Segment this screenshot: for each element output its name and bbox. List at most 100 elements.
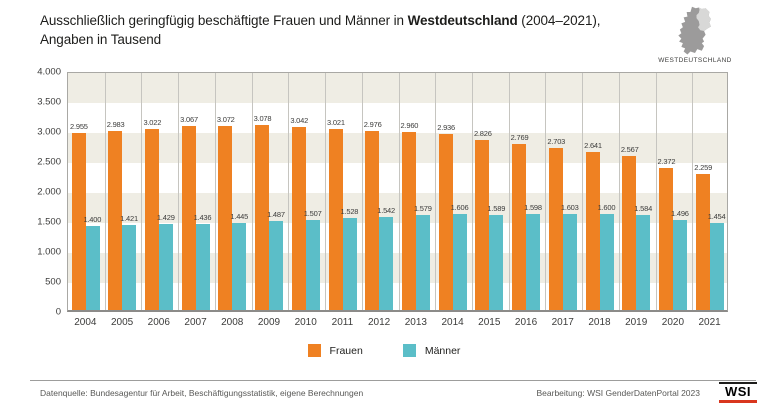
group-separator xyxy=(361,73,363,310)
maenner-value-label: 1.400 xyxy=(83,215,102,224)
frauen-bar-2018 xyxy=(585,151,600,310)
legend-item-maenner: Männer xyxy=(402,344,460,357)
maenner-bar-2014 xyxy=(452,213,467,310)
x-axis-label-2016: 2016 xyxy=(514,317,538,328)
maenner-bar-2004 xyxy=(85,226,100,310)
frauen-bar-2008 xyxy=(218,125,233,310)
frauen-value-label: 2.976 xyxy=(363,120,382,130)
y-axis-label: 2.000 xyxy=(37,186,61,198)
group-separator xyxy=(288,73,290,310)
chart-legend: Frauen Männer xyxy=(0,344,768,357)
frauen-value-label: 2.936 xyxy=(437,122,455,132)
maenner-bar-2009 xyxy=(269,220,284,310)
background-band xyxy=(68,73,727,103)
chart-title-region: Westdeutschland xyxy=(407,13,518,28)
frauen-bar-2020 xyxy=(659,167,674,310)
maenner-bar-2017 xyxy=(562,213,577,310)
maenner-bar-2020 xyxy=(673,220,688,310)
chart-subtitle: Angaben in Tausend xyxy=(40,32,162,47)
maenner-bar-2007 xyxy=(195,223,210,310)
legend-swatch xyxy=(307,344,321,357)
frauen-bar-2013 xyxy=(402,132,416,310)
y-axis-label: 500 xyxy=(45,276,61,288)
wsi-logo-text: WSI xyxy=(724,384,752,399)
chart-title: Ausschließlich geringfügig beschäftigte … xyxy=(40,11,650,49)
y-axis-label: 1.500 xyxy=(37,216,61,228)
group-separator xyxy=(325,73,327,310)
group-separator xyxy=(398,73,400,310)
background-band xyxy=(68,193,727,223)
frauen-value-label: 2.960 xyxy=(400,121,419,131)
x-axis-label-2007: 2007 xyxy=(184,317,207,328)
frauen-bar-2005 xyxy=(108,131,123,310)
y-axis-label: 3.500 xyxy=(37,96,61,108)
x-axis-label-2020: 2020 xyxy=(661,317,685,328)
group-separator xyxy=(508,73,510,310)
x-axis-label-2017: 2017 xyxy=(551,317,574,328)
group-separator xyxy=(545,73,547,310)
maenner-bar-2013 xyxy=(416,215,430,310)
maenner-value-label: 1.436 xyxy=(193,212,212,222)
frauen-bar-2009 xyxy=(255,125,270,310)
maenner-value-label: 1.603 xyxy=(560,202,579,212)
group-separator xyxy=(178,73,180,310)
group-separator xyxy=(618,73,620,310)
group-separator xyxy=(104,73,106,310)
x-axis-label-2019: 2019 xyxy=(625,317,648,328)
x-axis-label-2018: 2018 xyxy=(588,317,611,328)
maenner-bar-2015 xyxy=(489,214,504,310)
frauen-value-label: 2.641 xyxy=(584,140,602,150)
group-separator xyxy=(471,73,473,310)
frauen-bar-2021 xyxy=(695,174,710,310)
x-axis-label-2008: 2008 xyxy=(221,317,244,328)
wsi-logo: WSI xyxy=(719,382,757,403)
x-axis-label-2011: 2011 xyxy=(331,317,354,328)
frauen-value-label: 2.567 xyxy=(620,144,639,154)
legend-label: Frauen xyxy=(329,344,363,357)
maenner-value-label: 1.584 xyxy=(634,203,653,213)
x-axis-label-2009: 2009 xyxy=(257,317,281,328)
maenner-bar-2011 xyxy=(342,218,357,310)
group-separator xyxy=(214,73,216,310)
frauen-value-label: 3.067 xyxy=(180,114,198,124)
y-axis-label: 0 xyxy=(55,306,61,318)
frauen-bar-2019 xyxy=(622,155,637,310)
maenner-value-label: 1.606 xyxy=(450,202,469,212)
group-separator xyxy=(435,73,437,310)
editing-credit: Bearbeitung: WSI GenderDatenPortal 2023 xyxy=(536,388,701,398)
legend-swatch xyxy=(402,344,416,357)
chart-title-prefix: Ausschließlich geringfügig beschäftigte … xyxy=(40,13,408,28)
maenner-bar-2021 xyxy=(709,222,724,310)
group-separator xyxy=(655,73,657,310)
maenner-value-label: 1.421 xyxy=(120,213,138,223)
footer-divider xyxy=(30,380,756,381)
background-band xyxy=(68,133,727,163)
x-axis-label-2006: 2006 xyxy=(147,317,170,328)
frauen-value-label: 3.022 xyxy=(143,117,162,127)
x-axis-label-2015: 2015 xyxy=(478,317,501,328)
frauen-bar-2012 xyxy=(365,131,380,310)
frauen-bar-2006 xyxy=(144,128,159,310)
maenner-value-label: 1.589 xyxy=(487,203,506,213)
frauen-bar-2010 xyxy=(291,127,306,310)
data-source-note: Datenquelle: Bundesagentur für Arbeit, B… xyxy=(40,388,364,398)
maenner-bar-2018 xyxy=(599,214,614,310)
maenner-bar-2016 xyxy=(526,214,541,310)
x-axis-label-2012: 2012 xyxy=(368,317,391,328)
x-axis-label-2013: 2013 xyxy=(404,317,427,328)
chart-title-suffix: (2004–2021), xyxy=(517,13,601,28)
maenner-value-label: 1.600 xyxy=(597,203,616,212)
frauen-value-label: 2.769 xyxy=(510,132,529,142)
maenner-value-label: 1.496 xyxy=(671,209,689,219)
maenner-bar-2005 xyxy=(122,224,137,310)
x-axis-label-2004: 2004 xyxy=(74,317,97,328)
frauen-value-label: 3.021 xyxy=(327,117,345,127)
x-axis-label-2021: 2021 xyxy=(698,317,721,328)
frauen-bar-2016 xyxy=(512,143,527,310)
group-separator xyxy=(692,73,694,310)
x-axis-label-2005: 2005 xyxy=(110,317,134,328)
maenner-value-label: 1.487 xyxy=(267,209,285,219)
group-separator xyxy=(582,73,584,310)
background-band xyxy=(68,253,727,283)
frauen-value-label: 2.259 xyxy=(694,163,713,173)
